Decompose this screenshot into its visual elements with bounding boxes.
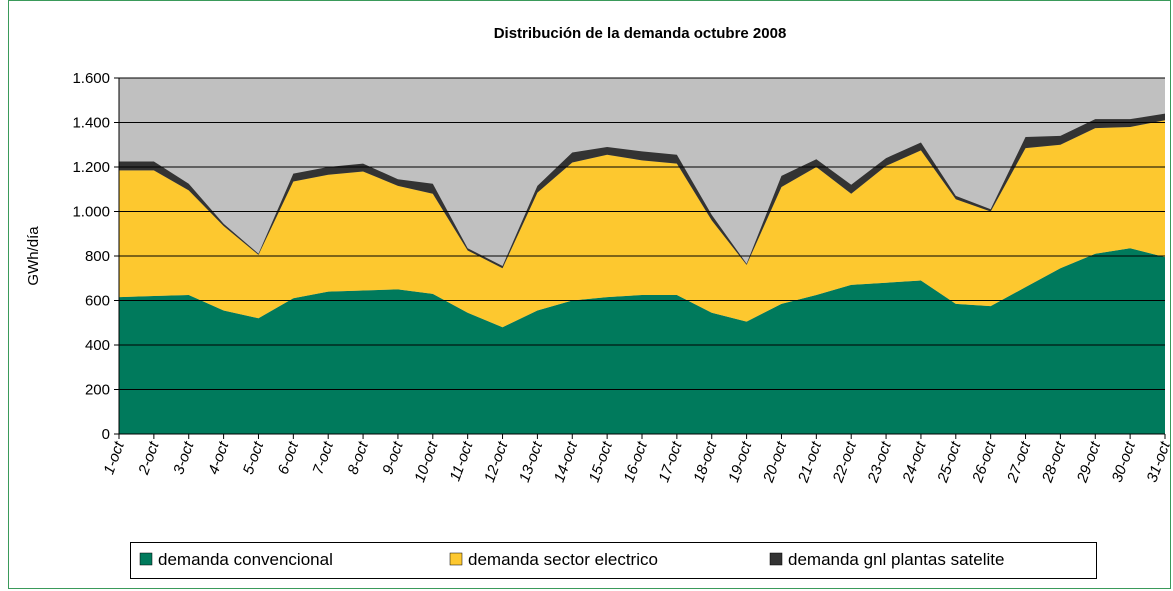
legend-box bbox=[130, 542, 1097, 579]
legend-swatch bbox=[769, 552, 783, 566]
y-tick-label: 400 bbox=[85, 337, 110, 354]
area bbox=[119, 120, 1165, 328]
legend-label: demanda sector electrico bbox=[468, 550, 658, 569]
y-axis-title: GWh/día bbox=[25, 226, 42, 286]
y-tick-label: 600 bbox=[85, 293, 110, 310]
y-tick-label: 1.600 bbox=[72, 70, 110, 87]
legend-swatch bbox=[449, 552, 463, 566]
legend-swatch bbox=[139, 552, 153, 566]
area bbox=[119, 248, 1165, 434]
chart-title: Distribución de la demanda octubre 2008 bbox=[494, 25, 787, 42]
area bbox=[119, 113, 1165, 269]
y-tick-label: 200 bbox=[85, 382, 110, 399]
legend-label: demanda gnl plantas satelite bbox=[788, 550, 1004, 569]
y-tick-label: 0 bbox=[102, 426, 110, 443]
y-tick-label: 1.200 bbox=[72, 159, 110, 176]
y-tick-label: 1.400 bbox=[72, 115, 110, 132]
legend-label: demanda convencional bbox=[158, 550, 333, 569]
y-tick-label: 800 bbox=[85, 248, 110, 265]
y-tick-label: 1.000 bbox=[72, 204, 110, 221]
